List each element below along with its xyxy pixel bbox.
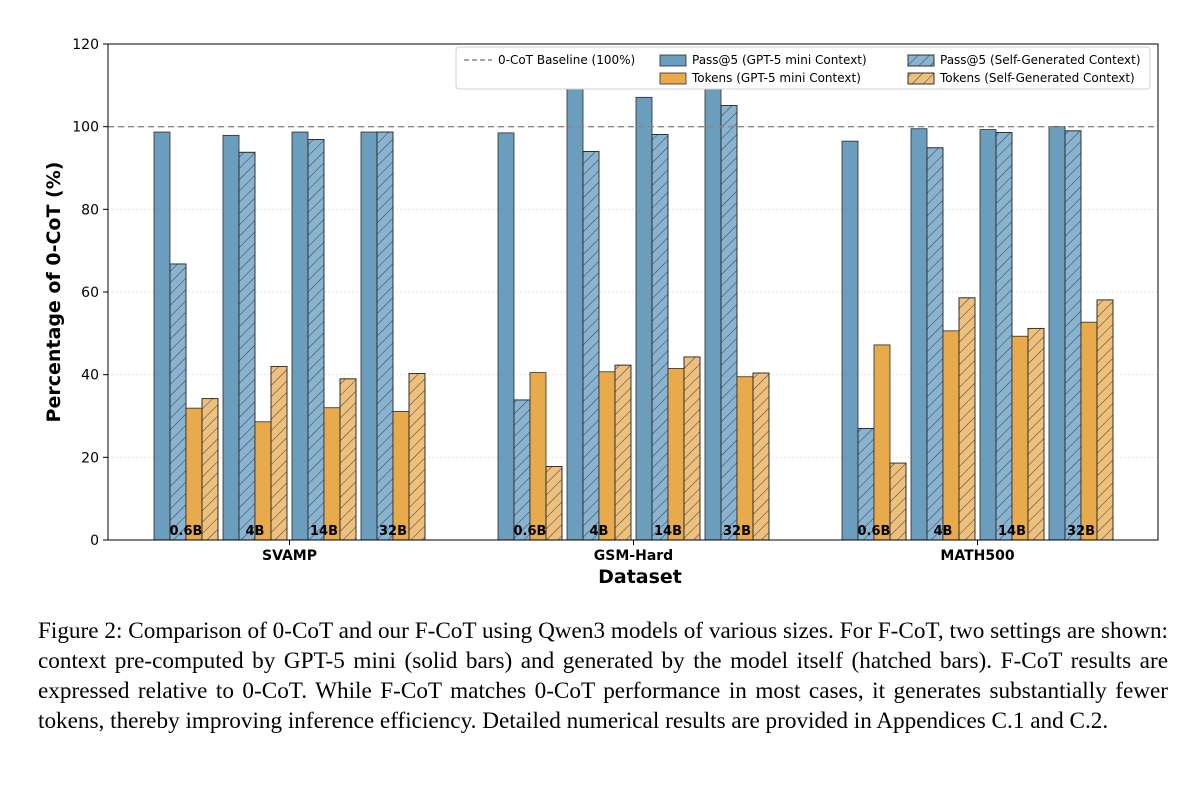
bar-hatch-overlay	[238, 151, 256, 541]
model-size-label: 32B	[723, 524, 751, 539]
bar-hatch-overlay	[545, 466, 563, 541]
y-axis-title: Percentage of 0-CoT (%)	[43, 162, 65, 423]
bars	[153, 85, 1114, 541]
model-size-label: 0.6B	[514, 524, 547, 539]
bar-hatch-overlay	[683, 356, 701, 541]
bar-tokens_gpt5	[392, 411, 410, 541]
bar-pass_gpt5	[635, 96, 653, 541]
bar-pass_gpt5	[291, 131, 309, 541]
bar-pass_gpt5	[910, 128, 928, 541]
bar-hatch-overlay	[1027, 327, 1045, 541]
model-size-label: 4B	[246, 524, 265, 539]
bar-hatch-overlay	[339, 378, 357, 541]
x-axis-title: Dataset	[598, 566, 682, 588]
bar-pass_gpt5	[1048, 126, 1066, 541]
bar-hatch-overlay	[408, 373, 426, 541]
caption-text: Comparison of 0-CoT and our F-CoT using …	[38, 618, 1168, 734]
legend-swatch-hatch	[907, 72, 935, 85]
bar-pass_gpt5	[979, 129, 997, 541]
bar-pass_gpt5	[841, 140, 859, 541]
bar-hatch-overlay	[169, 263, 187, 541]
bar-hatch-overlay	[201, 398, 219, 541]
legend-baseline-label: 0-CoT Baseline (100%)	[498, 53, 635, 67]
bar-hatch-overlay	[752, 372, 770, 541]
model-size-label: 14B	[310, 524, 338, 539]
legend-swatch	[659, 54, 687, 67]
model-size-label: 4B	[590, 524, 609, 539]
figure-caption: Figure 2: Comparison of 0-CoT and our F-…	[38, 616, 1168, 736]
bar-hatch-overlay	[582, 151, 600, 541]
y-tick-label: 120	[72, 37, 99, 53]
model-size-label: 14B	[998, 524, 1026, 539]
model-size-label: 4B	[934, 524, 953, 539]
bar-hatch-overlay	[889, 462, 907, 541]
bar-pass_gpt5	[497, 132, 515, 541]
legend-label: Pass@5 (Self-Generated Context)	[940, 53, 1141, 67]
dataset-label: GSM-Hard	[594, 548, 673, 564]
bar-pass_gpt5	[222, 134, 240, 541]
bar-tokens_gpt5	[942, 330, 960, 541]
bar-tokens_gpt5	[736, 376, 754, 541]
dataset-label: MATH500	[940, 548, 1014, 564]
bar-hatch-overlay	[720, 105, 738, 541]
legend-label: Tokens (GPT-5 mini Context)	[691, 71, 861, 85]
legend-label: Tokens (Self-Generated Context)	[939, 71, 1135, 85]
bar-tokens_gpt5	[667, 368, 685, 541]
caption-label: Figure 2:	[38, 618, 129, 644]
bar-tokens_gpt5	[529, 372, 547, 541]
bar-hatch-overlay	[1064, 130, 1082, 541]
legend: 0-CoT Baseline (100%) Pass@5 (GPT-5 mini …	[455, 46, 1151, 90]
bar-tokens_gpt5	[323, 407, 341, 541]
bar-tokens_gpt5	[1080, 321, 1098, 541]
model-size-labels: 0.6B 4B 14B 32B 0.6B 4B 14B 32B 0.6B 4B 14B 32B	[170, 524, 1095, 539]
y-tick-label: 40	[81, 368, 99, 384]
dataset-labels: SVAMP GSM-Hard MATH500	[262, 540, 1015, 564]
bar-tokens_gpt5	[1011, 335, 1029, 541]
model-size-label: 14B	[654, 524, 682, 539]
legend-swatch-hatch	[907, 54, 935, 67]
bar-pass_gpt5	[704, 85, 722, 541]
bar-hatch-overlay	[513, 399, 531, 541]
model-size-label: 32B	[379, 524, 407, 539]
bar-pass_gpt5	[360, 131, 378, 541]
legend-label: Pass@5 (GPT-5 mini Context)	[692, 53, 867, 67]
comparison-bar-chart: 0 20 40 60 80 100 120 0.6B 4B 14B 32B 0.6B 4B 14B 32B…	[43, 37, 1159, 588]
bar-hatch-overlay	[270, 365, 288, 541]
legend-swatch	[659, 72, 687, 85]
bar-hatch-overlay	[651, 134, 669, 541]
bar-tokens_gpt5	[598, 371, 616, 541]
y-tick-label: 80	[81, 202, 99, 218]
bar-pass_gpt5	[153, 131, 171, 541]
bar-hatch-overlay	[926, 147, 944, 541]
model-size-label: 0.6B	[858, 524, 891, 539]
bar-hatch-overlay	[1096, 299, 1114, 541]
legend-box	[455, 46, 1151, 90]
bar-hatch-overlay	[958, 297, 976, 541]
bar-hatch-overlay	[995, 132, 1013, 541]
bar-hatch-overlay	[376, 131, 394, 541]
y-tick-label: 60	[81, 285, 99, 301]
model-size-label: 0.6B	[170, 524, 203, 539]
bar-tokens_gpt5	[185, 407, 203, 541]
model-size-label: 32B	[1067, 524, 1095, 539]
bar-tokens_gpt5	[873, 344, 891, 541]
y-tick-label: 100	[72, 120, 99, 136]
y-tick-label: 20	[81, 450, 99, 466]
bar-hatch-overlay	[307, 139, 325, 541]
bar-tokens_gpt5	[254, 421, 272, 541]
y-tick-label: 0	[90, 533, 99, 549]
bar-pass_gpt5	[566, 88, 584, 541]
bar-hatch-overlay	[614, 364, 632, 541]
dataset-label: SVAMP	[262, 548, 317, 564]
y-axis-ticks: 0 20 40 60 80 100 120	[72, 37, 108, 549]
